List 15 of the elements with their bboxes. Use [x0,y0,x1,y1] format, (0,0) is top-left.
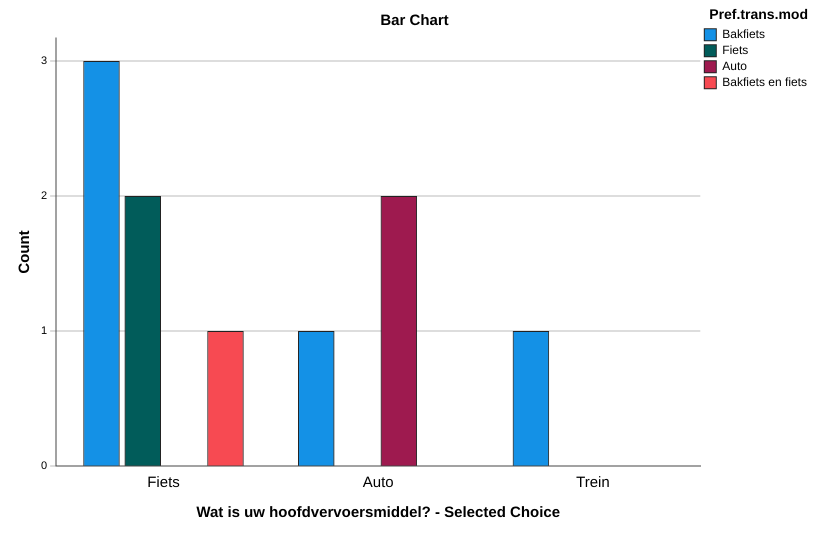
x-axis-title: Wat is uw hoofdvervoersmiddel? - Selected Choice [196,504,560,522]
chart-title: Bar Chart [380,12,449,30]
x-tick-label: Auto [362,474,394,492]
legend-label: Fiets [722,43,748,58]
legend-label: Auto [722,59,748,74]
legend-label: Bakfiets [722,27,765,42]
y-tick-label: 2 [40,190,48,202]
y-tick-label: 1 [40,325,48,338]
y-axis-title: Count [16,230,34,274]
y-tick-label: 0 [40,460,48,472]
legend-label: Bakfiets en fiets [722,75,808,90]
x-tick-label: Trein [576,474,610,492]
legend-title: Pref.trans.mod [709,6,808,22]
x-tick-label: Fiets [147,474,180,492]
y-tick-label: 3 [40,54,48,67]
